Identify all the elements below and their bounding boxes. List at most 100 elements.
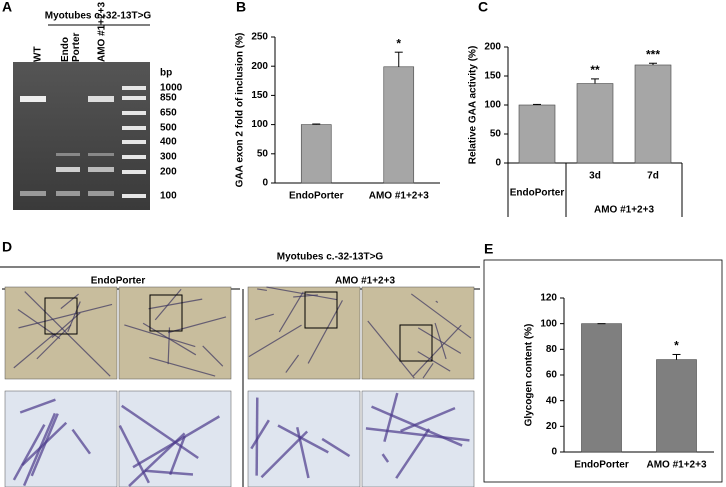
y-tick-label: 120 [540, 293, 557, 304]
myotube [167, 316, 227, 334]
zoom-box [44, 297, 78, 335]
gel-band [88, 96, 114, 102]
x-tick-label: 3d [589, 171, 601, 182]
y-tick-label: 250 [251, 32, 268, 43]
marker-label: 1000 [160, 83, 183, 94]
myotube [30, 413, 59, 477]
panel-label: D [2, 239, 12, 255]
y-tick-label: 150 [484, 71, 501, 82]
y-tick-label: 20 [546, 421, 558, 432]
myotube [71, 428, 92, 455]
ladder-band [122, 155, 146, 159]
myotube [260, 430, 309, 479]
y-axis-label: Relative GAA activity (%) [468, 46, 479, 165]
myotube [365, 427, 470, 442]
gel-band [56, 153, 80, 156]
bar [383, 66, 415, 184]
myotube [285, 354, 300, 373]
myotube [202, 345, 224, 367]
myotube [154, 288, 182, 321]
zoom-box [304, 291, 338, 329]
myotube [257, 288, 267, 292]
micrograph [4, 286, 118, 380]
y-tick-label: 100 [540, 318, 557, 329]
ladder-band [122, 96, 146, 100]
myotube [148, 298, 203, 310]
myotube [12, 424, 46, 481]
group-label: AMO #1+2+3 [594, 205, 654, 216]
ladder-band [122, 194, 146, 198]
bar [518, 104, 556, 164]
gel-band [56, 191, 80, 196]
group-label: EndoPorter [91, 276, 146, 287]
myotube [144, 469, 194, 476]
gel-panel: Myotubes c.-32-13T>G WT EndoPorter AMO #… [13, 2, 183, 210]
myotube [255, 397, 259, 476]
micrograph-panel: Myotubes c.-32-13T>G EndoPorter AMO #1+2… [0, 252, 480, 487]
myotube [266, 286, 337, 301]
lane-label: AMO #1+2+3 [97, 2, 108, 62]
micrograph-title: Myotubes c.-32-13T>G [277, 252, 384, 263]
myotube [412, 324, 462, 377]
gel-image [13, 62, 150, 210]
significance: *** [646, 47, 660, 61]
myotube [19, 398, 56, 414]
lane-label: EndoPorter [60, 32, 82, 62]
myotube [67, 301, 81, 333]
myotube [51, 312, 81, 339]
myotube [367, 320, 415, 379]
x-tick-label: EndoPorter [574, 460, 629, 471]
y-tick-label: 200 [251, 61, 268, 72]
bar [581, 323, 622, 453]
y-tick-label: 0 [495, 158, 501, 169]
gel-band [88, 167, 114, 172]
bar [634, 64, 672, 164]
myotube [60, 293, 80, 310]
gel-band [88, 153, 114, 156]
x-tick-label: AMO #1+2+3 [646, 460, 706, 471]
myotube [167, 327, 171, 365]
myotube [395, 428, 431, 479]
gel-band [56, 167, 80, 172]
ladder-band [122, 170, 146, 174]
myotube [410, 293, 472, 339]
bar [656, 359, 697, 453]
micrograph [118, 286, 232, 380]
x-tick-label: 7d [647, 171, 659, 182]
x-tick-label: AMO #1+2+3 [369, 191, 429, 202]
marker-label: 100 [160, 191, 177, 202]
panel-frame [483, 259, 723, 483]
y-tick-label: 40 [546, 395, 558, 406]
zoom-box [399, 324, 433, 362]
micrographs [4, 286, 475, 487]
ladder-band [122, 140, 146, 144]
myotube [149, 356, 216, 377]
bar [576, 83, 614, 164]
myotube [417, 327, 462, 354]
myotube [18, 303, 113, 329]
group-label: AMO #1+2+3 [335, 276, 395, 287]
y-axis-label: Glycogen content (%) [524, 324, 535, 427]
myotube [417, 351, 451, 372]
x-tick-label: EndoPorter [289, 191, 344, 202]
myotube [383, 392, 399, 442]
y-tick-label: 50 [257, 148, 269, 159]
myotube [422, 362, 434, 379]
gel-band [20, 191, 46, 196]
myotube [277, 424, 329, 454]
marker-label: 500 [160, 123, 177, 134]
micrograph [247, 286, 361, 380]
gel-band [88, 191, 114, 196]
ladder-band [122, 126, 146, 130]
marker-label: 200 [160, 167, 177, 178]
myotube [124, 324, 196, 348]
myotube [142, 322, 197, 356]
myotube [168, 435, 186, 476]
myotube [293, 294, 318, 298]
myotube [400, 406, 456, 433]
marker-label: 850 [160, 93, 177, 104]
y-tick-label: 100 [251, 119, 268, 130]
myotube [255, 313, 274, 321]
